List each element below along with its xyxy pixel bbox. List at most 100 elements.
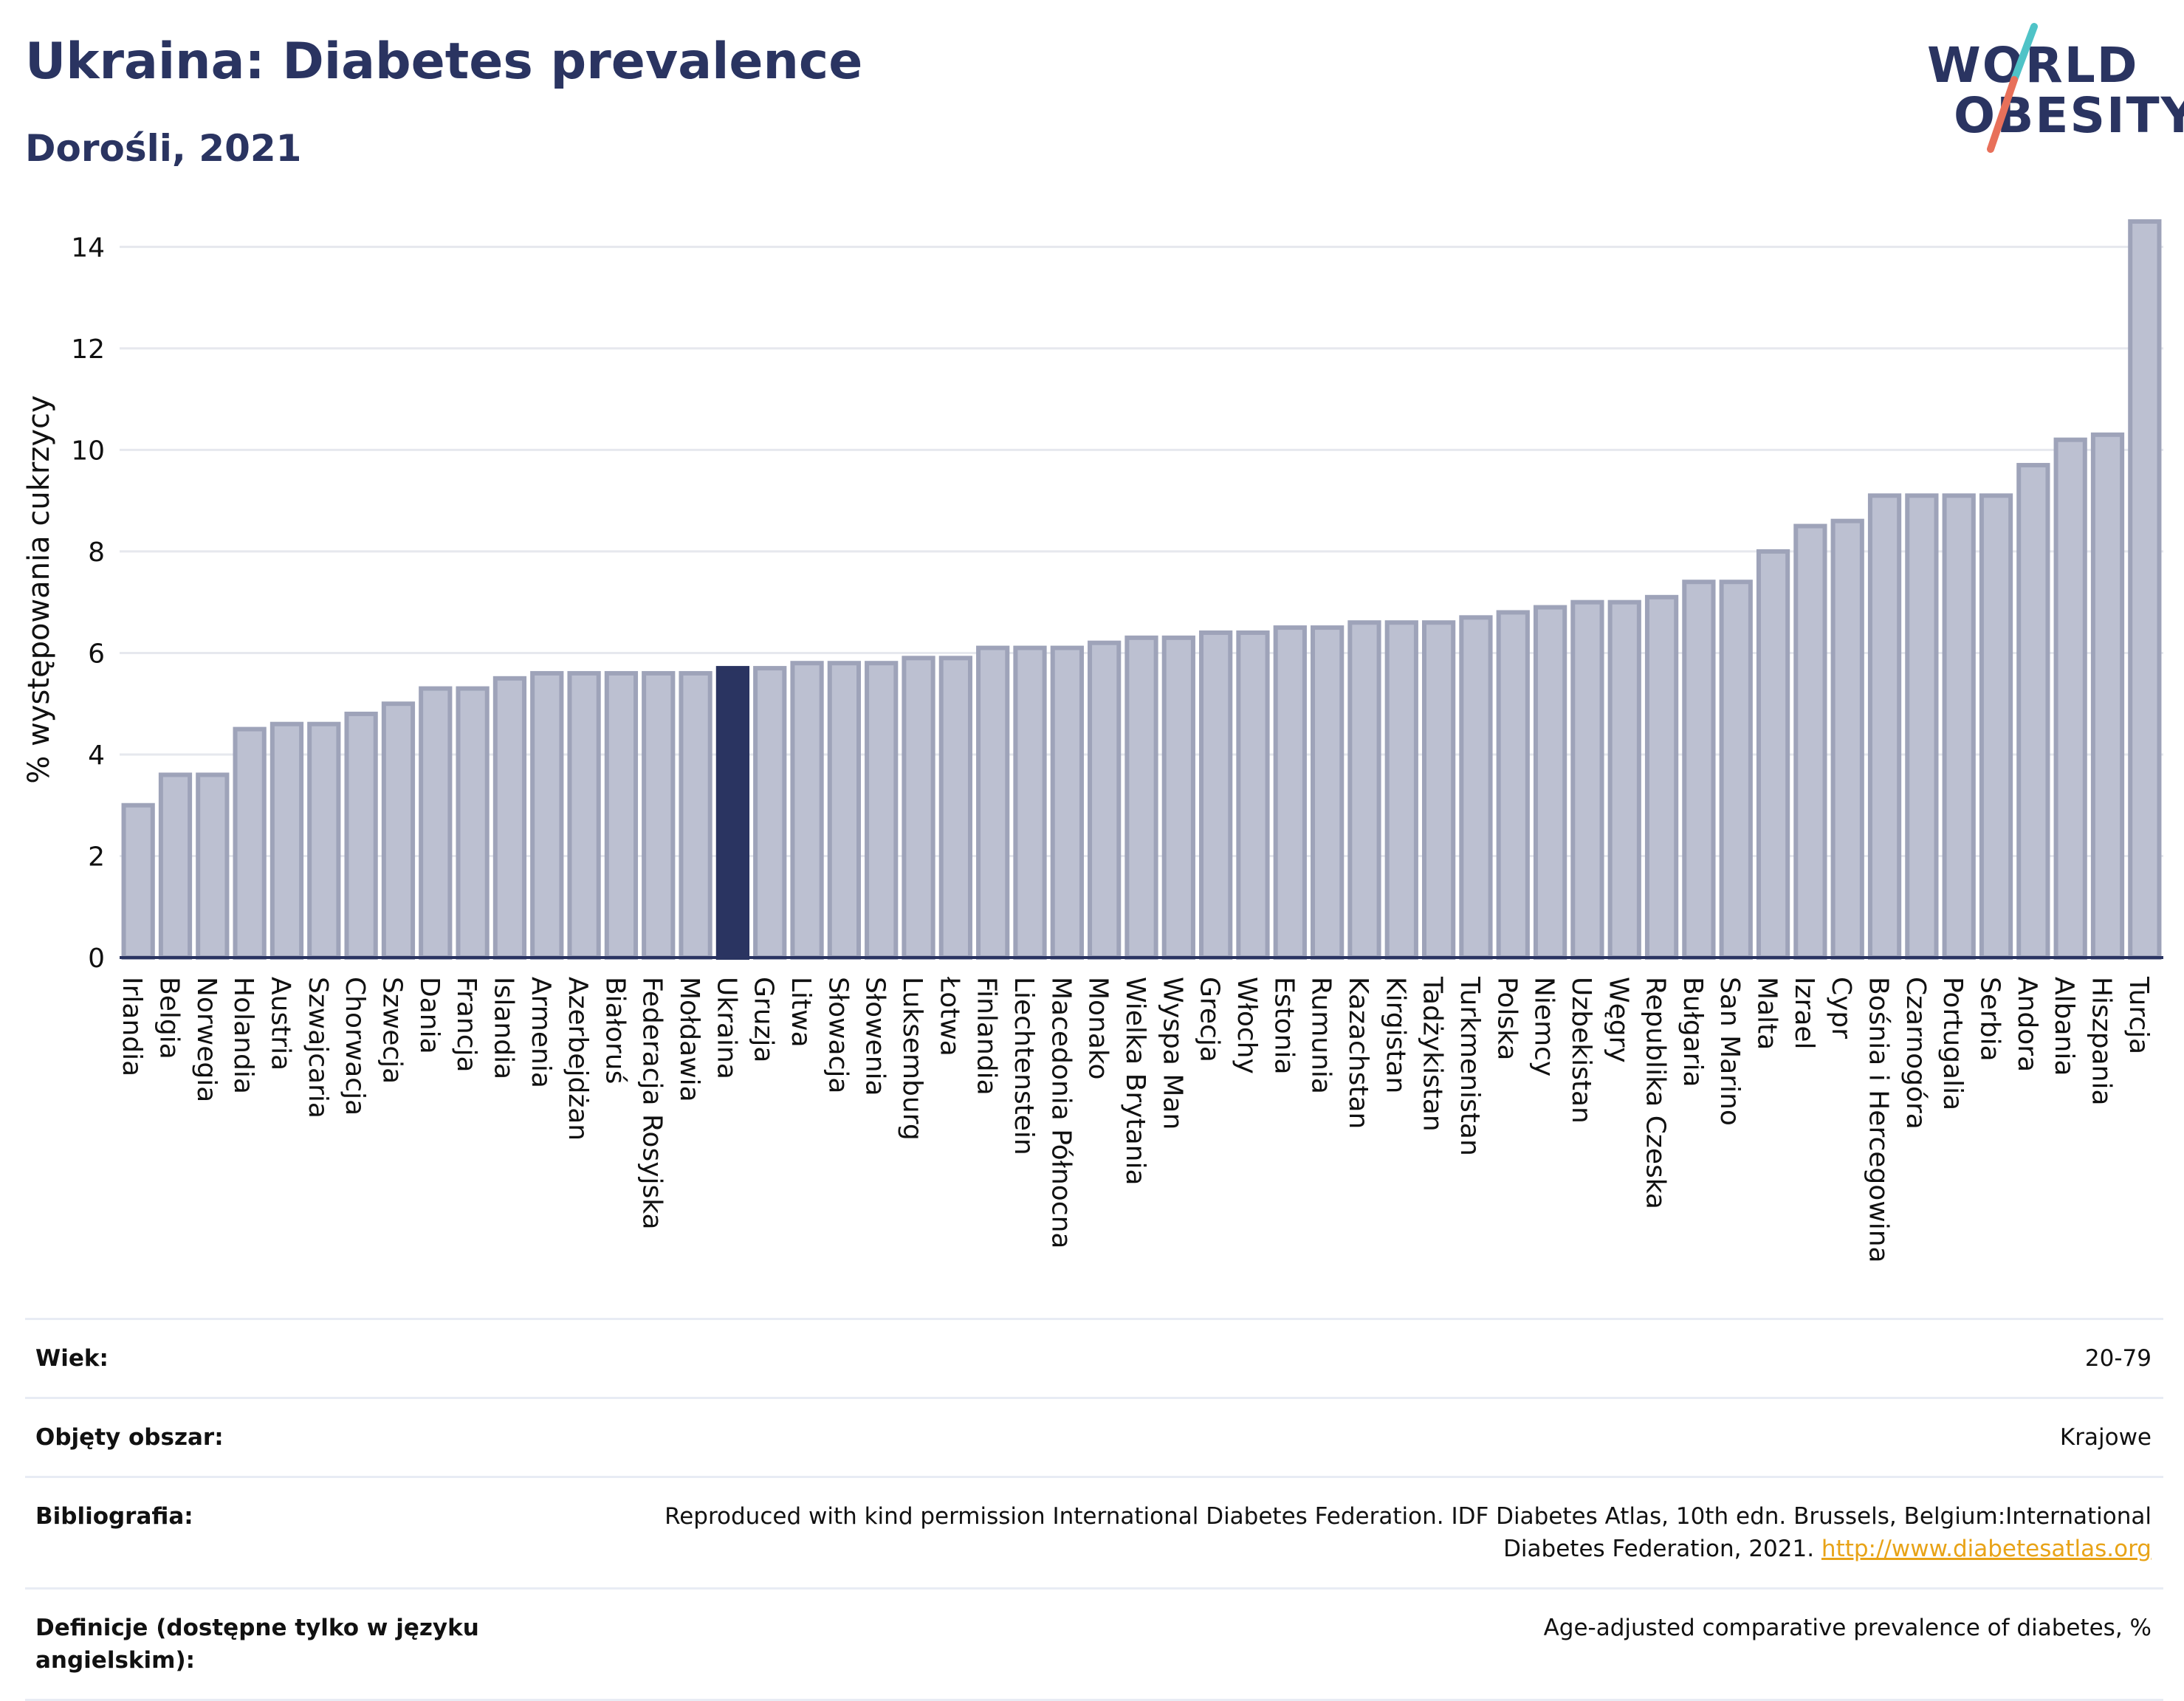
bar[interactable]	[567, 670, 601, 960]
x-tick-label: Norwegia	[191, 977, 222, 1102]
bar[interactable]	[938, 656, 972, 961]
x-tick-label: Uzbekistan	[1566, 977, 1596, 1124]
info-value-age: 20-79	[2084, 1345, 2152, 1372]
bar[interactable]	[642, 670, 676, 960]
bar[interactable]	[1719, 580, 1753, 960]
x-tick-label: Andora	[2012, 977, 2042, 1072]
bar[interactable]	[1199, 630, 1233, 960]
x-tick-label: Serbia	[1975, 977, 2005, 1062]
bar[interactable]	[1421, 620, 1456, 960]
bibliography-text: Reproduced with kind permission Internat…	[665, 1503, 2152, 1562]
bar[interactable]	[1756, 549, 1790, 960]
bar[interactable]	[827, 661, 862, 960]
x-tick-label: Armenia	[526, 977, 556, 1088]
bar[interactable]	[1384, 620, 1418, 960]
x-tick-label: Belgia	[154, 977, 184, 1059]
x-tick-label: Francja	[451, 977, 481, 1073]
y-tick-label: 8	[88, 537, 105, 568]
x-tick-label: Austria	[265, 977, 295, 1071]
bar[interactable]	[1942, 493, 1976, 960]
bar[interactable]	[1867, 493, 1902, 960]
bar[interactable]	[2053, 437, 2087, 960]
bar[interactable]	[1607, 599, 1641, 960]
bar[interactable]	[419, 686, 453, 960]
x-tick-label: Dania	[414, 977, 444, 1054]
info-label-coverage: Objęty obszar:	[35, 1424, 224, 1451]
bar[interactable]	[2016, 463, 2050, 960]
bibliography-link[interactable]: http://www.diabetesatlas.org	[1821, 1536, 2152, 1562]
x-tick-label: Turcja	[2123, 976, 2154, 1054]
x-tick-label: Macedonia Północna	[1045, 977, 1076, 1248]
bar[interactable]	[269, 721, 304, 960]
y-tick-label: 10	[71, 436, 105, 466]
bar[interactable]	[1682, 580, 1716, 960]
bar[interactable]	[1273, 625, 1307, 960]
x-tick-label: Włochy	[1232, 977, 1262, 1074]
bar[interactable]	[1236, 630, 1270, 960]
x-tick-label: Białoruś	[600, 977, 630, 1084]
x-tick-label: Holandia	[228, 977, 258, 1094]
bar[interactable]	[1496, 610, 1530, 961]
bar[interactable]	[307, 721, 341, 960]
x-tick-label: Federacja Rosyjska	[637, 977, 667, 1230]
bar[interactable]	[1459, 615, 1493, 961]
info-table: Wiek: 20-79 Objęty obszar: Krajowe Bibli…	[25, 1318, 2163, 1701]
bar[interactable]	[196, 772, 230, 961]
bar[interactable]	[233, 726, 267, 960]
bar-highlight[interactable]	[715, 666, 750, 960]
x-tick-label: Węgry	[1603, 977, 1633, 1063]
x-tick-label: Malta	[1752, 977, 1782, 1050]
x-tick-label: Monako	[1083, 977, 1113, 1080]
bar[interactable]	[1050, 645, 1084, 960]
bar[interactable]	[604, 670, 639, 960]
info-row-coverage: Objęty obszar: Krajowe	[25, 1397, 2163, 1476]
bar[interactable]	[976, 645, 1010, 960]
bar[interactable]	[1644, 594, 1679, 960]
info-value-definition: Age-adjusted comparative prevalence of d…	[1543, 1615, 2152, 1641]
bar[interactable]	[1793, 523, 1827, 960]
bar[interactable]	[344, 711, 378, 960]
world-obesity-logo[interactable]: WORLD OBESITY	[1927, 22, 2184, 155]
x-tick-label: Kirgistan	[1380, 977, 1410, 1093]
bar[interactable]	[1311, 625, 1345, 960]
bar[interactable]	[1161, 635, 1195, 960]
bar[interactable]	[158, 772, 193, 961]
x-tick-label: Chorwacja	[340, 977, 370, 1116]
bar[interactable]	[121, 803, 155, 960]
bar[interactable]	[865, 661, 899, 960]
bar[interactable]	[1830, 518, 1864, 960]
bar[interactable]	[1088, 640, 1122, 960]
x-tick-label: Kazachstan	[1343, 977, 1373, 1129]
bar[interactable]	[381, 701, 416, 960]
x-tick-label: Szwecja	[377, 977, 407, 1084]
bar[interactable]	[1979, 493, 2013, 960]
x-tick-label: Cypr	[1826, 977, 1856, 1039]
x-tick-label: Niemcy	[1529, 977, 1559, 1076]
bar[interactable]	[1124, 635, 1158, 960]
bar[interactable]	[2128, 219, 2162, 960]
bar[interactable]	[492, 676, 527, 960]
bar[interactable]	[1347, 620, 1381, 960]
y-tick-label: 0	[88, 944, 105, 974]
bar[interactable]	[902, 656, 935, 961]
bar[interactable]	[1533, 605, 1567, 960]
info-label-bibliography: Bibliografia:	[35, 1503, 193, 1530]
bar[interactable]	[679, 670, 712, 960]
bar[interactable]	[1905, 493, 1939, 960]
bar[interactable]	[530, 670, 564, 960]
bar[interactable]	[456, 686, 490, 960]
bar[interactable]	[1570, 599, 1604, 960]
x-tick-label: Izrael	[1789, 977, 1819, 1050]
bar[interactable]	[790, 661, 824, 960]
x-tick-label: Litwa	[786, 977, 816, 1048]
y-axis-label: % występowania cukrzycy	[22, 395, 56, 783]
chart-title: Ukraina: Diabetes prevalence	[25, 32, 863, 91]
y-tick-label: 12	[71, 334, 105, 365]
x-tick-label: Słowacja	[823, 977, 853, 1093]
logo-slash-icon	[1987, 23, 2038, 153]
bar[interactable]	[2090, 432, 2125, 960]
bar[interactable]	[1013, 645, 1047, 960]
bar[interactable]	[753, 666, 787, 960]
bar-chart: 0 2 4 6 8 10 12 14 % występowania cukrzycy Irland…	[22, 219, 2163, 1263]
x-tick-label: Wielka Brytania	[1120, 977, 1150, 1186]
